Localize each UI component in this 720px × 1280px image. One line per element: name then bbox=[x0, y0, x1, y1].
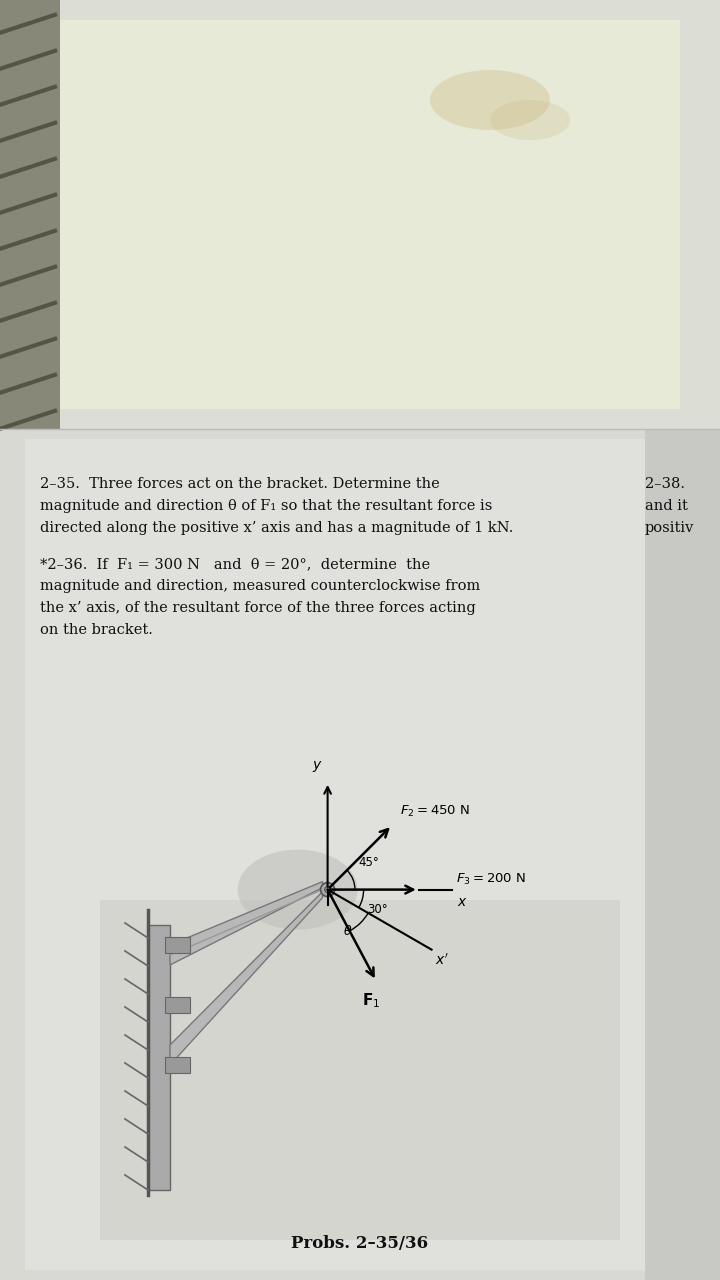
Bar bbox=[25, 439, 695, 1270]
Circle shape bbox=[325, 887, 330, 892]
Bar bbox=[0, 429, 720, 1280]
Text: 30°: 30° bbox=[367, 902, 388, 916]
Text: $x'$: $x'$ bbox=[435, 952, 449, 968]
Text: *2–36.  If  F₁ = 300 N   and  θ = 20°,  determine  the: *2–36. If F₁ = 300 N and θ = 20°, determ… bbox=[40, 557, 430, 571]
Bar bbox=[165, 997, 190, 1012]
Bar bbox=[148, 925, 170, 1190]
Text: $\theta$: $\theta$ bbox=[343, 924, 353, 938]
Bar bbox=[165, 937, 190, 954]
Ellipse shape bbox=[490, 100, 570, 140]
Bar bbox=[0, 0, 60, 429]
Text: 45°: 45° bbox=[358, 856, 379, 869]
Text: Probs. 2–35/36: Probs. 2–35/36 bbox=[292, 1235, 428, 1252]
FancyBboxPatch shape bbox=[30, 20, 680, 408]
Text: $x$: $x$ bbox=[456, 895, 467, 909]
Bar bbox=[645, 429, 720, 1280]
Polygon shape bbox=[170, 892, 323, 1065]
Text: $y$: $y$ bbox=[312, 759, 323, 774]
Text: the x’ axis, of the resultant force of the three forces acting: the x’ axis, of the resultant force of t… bbox=[40, 600, 476, 614]
Ellipse shape bbox=[430, 70, 550, 131]
Text: $\mathbf{F}_1$: $\mathbf{F}_1$ bbox=[362, 991, 380, 1010]
Text: 2–38.: 2–38. bbox=[645, 476, 685, 490]
Text: magnitude and direction, measured counterclockwise from: magnitude and direction, measured counte… bbox=[40, 579, 480, 593]
Polygon shape bbox=[170, 882, 323, 965]
Text: on the bracket.: on the bracket. bbox=[40, 623, 153, 636]
Ellipse shape bbox=[238, 850, 358, 929]
Text: 2–35.  Three forces act on the bracket. Determine the: 2–35. Three forces act on the bracket. D… bbox=[40, 476, 440, 490]
Text: $F_2 = 450\ \mathrm{N}$: $F_2 = 450\ \mathrm{N}$ bbox=[400, 804, 470, 819]
Circle shape bbox=[320, 883, 335, 896]
Text: magnitude and direction θ of F₁ so that the resultant force is: magnitude and direction θ of F₁ so that … bbox=[40, 499, 492, 513]
Bar bbox=[100, 900, 620, 1240]
Text: positiv: positiv bbox=[645, 521, 694, 535]
Text: $F_3 = 200\ \mathrm{N}$: $F_3 = 200\ \mathrm{N}$ bbox=[456, 872, 526, 887]
Text: directed along the positive x’ axis and has a magnitude of 1 kN.: directed along the positive x’ axis and … bbox=[40, 521, 513, 535]
Text: and it: and it bbox=[645, 499, 688, 513]
Bar bbox=[0, 0, 720, 429]
Bar bbox=[165, 1057, 190, 1073]
